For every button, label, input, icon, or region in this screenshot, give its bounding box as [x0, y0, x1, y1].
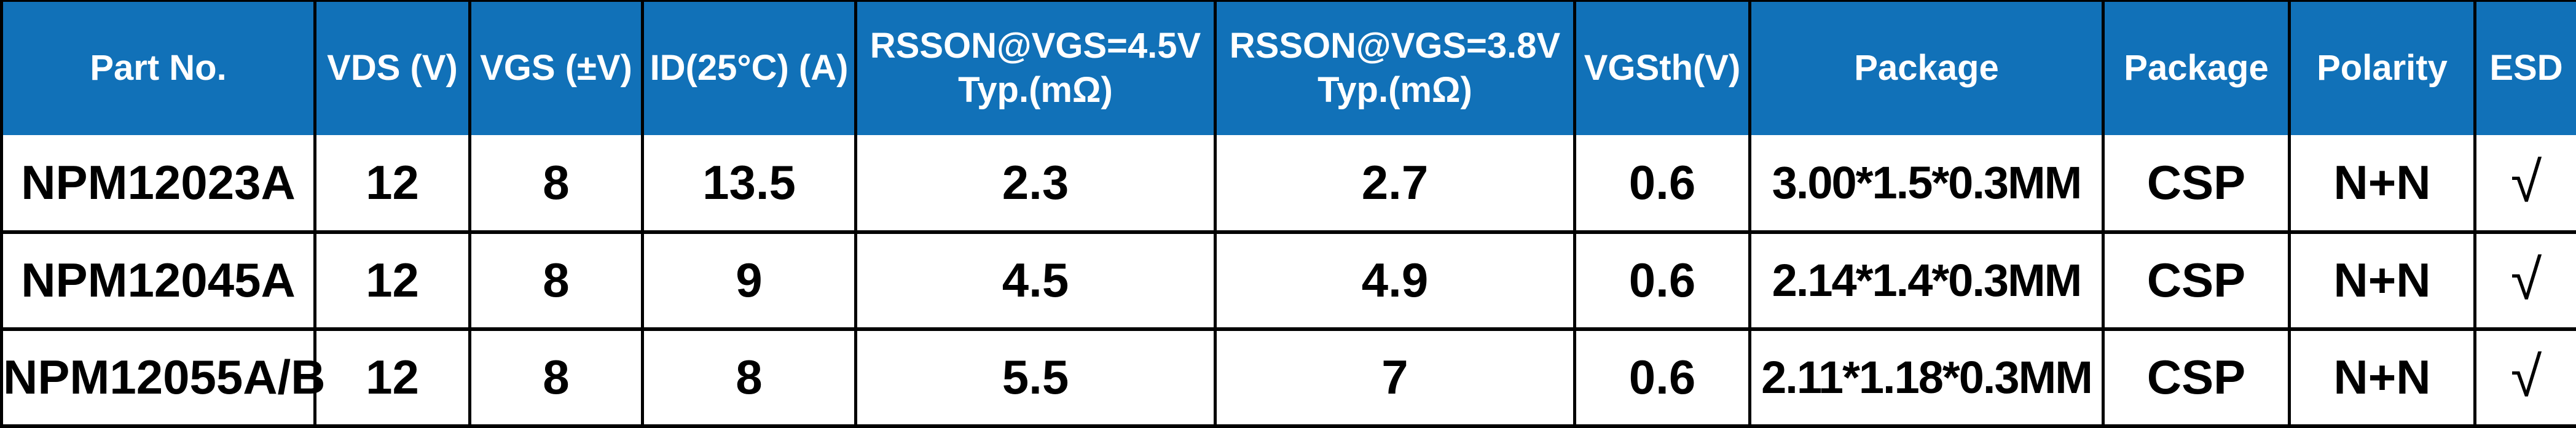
cell-package-size: 2.14*1.4*0.3MM [1750, 232, 2103, 329]
col-header-vds: VDS (V) [315, 1, 470, 135]
cell-polarity: N+N [2290, 329, 2475, 426]
cell-rsson-3v8: 2.7 [1215, 135, 1575, 232]
cell-rsson-3v8: 7 [1215, 329, 1575, 426]
cell-rsson-3v8: 4.9 [1215, 232, 1575, 329]
col-header-package-size: Package [1750, 1, 2103, 135]
cell-package-size: 2.11*1.18*0.3MM [1750, 329, 2103, 426]
table-header: Part No. VDS (V) VGS (±V) ID(25°C) (A) R… [2, 1, 2576, 135]
col-header-vgsth: VGSth(V) [1575, 1, 1750, 135]
col-header-package-type: Package [2103, 1, 2290, 135]
col-header-part-no: Part No. [2, 1, 315, 135]
cell-vds: 12 [315, 135, 470, 232]
cell-polarity: N+N [2290, 232, 2475, 329]
cell-esd-checkmark: √ [2475, 329, 2576, 426]
cell-rsson-4v5: 4.5 [856, 232, 1215, 329]
cell-esd-checkmark: √ [2475, 135, 2576, 232]
cell-package-type: CSP [2103, 329, 2290, 426]
col-header-esd: ESD [2475, 1, 2576, 135]
col-header-rsson-3v8: RSSON@VGS=3.8V Typ.(mΩ) [1215, 1, 1575, 135]
cell-rsson-4v5: 5.5 [856, 329, 1215, 426]
cell-vgs: 8 [470, 232, 643, 329]
table-row: NPM12055A/B 12 8 8 5.5 7 0.6 2.11*1.18*0… [2, 329, 2576, 426]
table-body: NPM12023A 12 8 13.5 2.3 2.7 0.6 3.00*1.5… [2, 135, 2576, 426]
col-header-rsson-4v5: RSSON@VGS=4.5V Typ.(mΩ) [856, 1, 1215, 135]
cell-vds: 12 [315, 232, 470, 329]
cell-package-type: CSP [2103, 232, 2290, 329]
cell-vgsth: 0.6 [1575, 329, 1750, 426]
cell-id-25c: 8 [643, 329, 856, 426]
col-header-polarity: Polarity [2290, 1, 2475, 135]
header-row: Part No. VDS (V) VGS (±V) ID(25°C) (A) R… [2, 1, 2576, 135]
cell-vgsth: 0.6 [1575, 232, 1750, 329]
cell-polarity: N+N [2290, 135, 2475, 232]
cell-vgsth: 0.6 [1575, 135, 1750, 232]
cell-vgs: 8 [470, 135, 643, 232]
cell-esd-checkmark: √ [2475, 232, 2576, 329]
cell-part-no: NPM12055A/B [2, 329, 315, 426]
cell-rsson-4v5: 2.3 [856, 135, 1215, 232]
col-header-id-25c: ID(25°C) (A) [643, 1, 856, 135]
table-row: NPM12045A 12 8 9 4.5 4.9 0.6 2.14*1.4*0.… [2, 232, 2576, 329]
cell-part-no: NPM12045A [2, 232, 315, 329]
cell-package-type: CSP [2103, 135, 2290, 232]
cell-vds: 12 [315, 329, 470, 426]
cell-part-no: NPM12023A [2, 135, 315, 232]
table-row: NPM12023A 12 8 13.5 2.3 2.7 0.6 3.00*1.5… [2, 135, 2576, 232]
cell-package-size: 3.00*1.5*0.3MM [1750, 135, 2103, 232]
col-header-vgs: VGS (±V) [470, 1, 643, 135]
cell-vgs: 8 [470, 329, 643, 426]
cell-id-25c: 13.5 [643, 135, 856, 232]
cell-id-25c: 9 [643, 232, 856, 329]
